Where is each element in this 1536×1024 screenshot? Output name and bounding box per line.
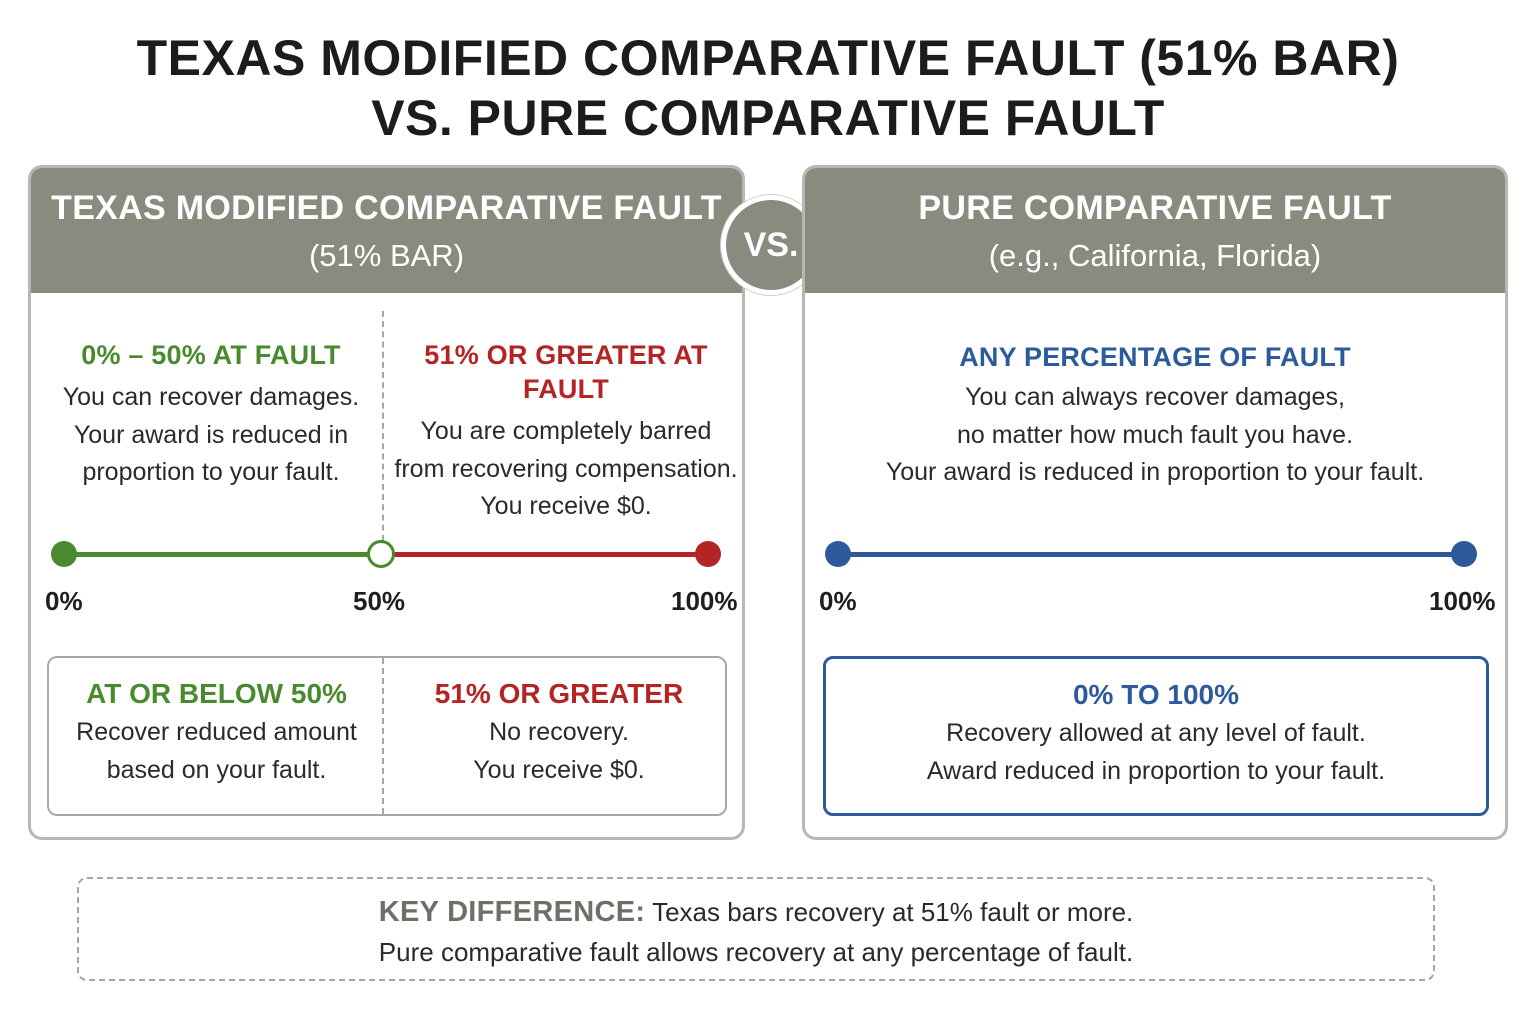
- texas-recover-column: 0% – 50% AT FAULT You can recover damage…: [41, 338, 381, 492]
- texas-summary-right: 51% OR GREATER No recovery. You receive …: [389, 676, 729, 789]
- pure-panel-title: PURE COMPARATIVE FAULT: [918, 189, 1392, 227]
- pure-any-column: ANY PERCENTAGE OF FAULT You can always r…: [825, 340, 1485, 492]
- pure-scale-start-dot: [825, 541, 851, 567]
- pure-any-heading: ANY PERCENTAGE OF FAULT: [959, 342, 1351, 372]
- pure-panel-header: PURE COMPARATIVE FAULT (e.g., California…: [805, 168, 1505, 293]
- texas-summary-left-text: Recover reduced amount based on your fau…: [76, 718, 357, 784]
- texas-panel-header: TEXAS MODIFIED COMPARATIVE FAULT (51% BA…: [31, 168, 742, 293]
- key-difference-box: KEY DIFFERENCE: Texas bars recovery at 5…: [77, 877, 1435, 981]
- texas-panel-title: TEXAS MODIFIED COMPARATIVE FAULT: [51, 189, 722, 227]
- pure-scale-start-label: 0%: [819, 586, 857, 616]
- texas-scale-end-dot: [695, 541, 721, 567]
- texas-summary-box: AT OR BELOW 50% Recover reduced amount b…: [47, 656, 727, 816]
- main-title-line-1: TEXAS MODIFIED COMPARATIVE FAULT (51% BA…: [136, 30, 1400, 86]
- texas-scale-mid-label: 50%: [353, 586, 406, 616]
- texas-barred-heading: 51% OR GREATER AT FAULT: [424, 340, 708, 404]
- texas-barred-column: 51% OR GREATER AT FAULT You are complete…: [391, 338, 741, 526]
- texas-scale-red-segment: [381, 552, 709, 557]
- texas-column-divider: [382, 311, 384, 551]
- key-difference-line-2: Pure comparative fault allows recovery a…: [378, 937, 1134, 967]
- pure-summary-content: 0% TO 100% Recovery allowed at any level…: [826, 677, 1486, 790]
- pure-any-text: You can always recover damages, no matte…: [885, 383, 1425, 486]
- pure-summary-text: Recovery allowed at any level of fault. …: [926, 719, 1386, 785]
- texas-panel: TEXAS MODIFIED COMPARATIVE FAULT (51% BA…: [28, 165, 745, 840]
- pure-panel-subtitle: (e.g., California, Florida): [988, 238, 1322, 273]
- pure-scale-line: [838, 552, 1464, 557]
- texas-recover-text: You can recover damages. Your award is r…: [62, 383, 360, 486]
- main-title-line-2: VS. PURE COMPARATIVE FAULT: [371, 90, 1165, 146]
- texas-scale-start-dot: [51, 541, 77, 567]
- texas-scale-end-label: 100%: [671, 586, 738, 616]
- texas-scale-green-segment: [65, 552, 381, 557]
- texas-scale-start-label: 0%: [45, 586, 83, 616]
- pure-summary-box: 0% TO 100% Recovery allowed at any level…: [823, 656, 1489, 816]
- pure-panel: PURE COMPARATIVE FAULT (e.g., California…: [802, 165, 1508, 840]
- pure-summary-heading: 0% TO 100%: [1072, 679, 1240, 710]
- texas-recover-heading: 0% – 50% AT FAULT: [81, 340, 341, 370]
- texas-summary-divider: [382, 658, 384, 814]
- texas-scale-threshold-dot: [367, 540, 395, 568]
- main-title: TEXAS MODIFIED COMPARATIVE FAULT (51% BA…: [0, 28, 1536, 148]
- texas-barred-text: You are completely barred from recoverin…: [394, 417, 738, 520]
- key-difference-label: KEY DIFFERENCE:: [378, 896, 646, 928]
- texas-summary-right-heading: 51% OR GREATER: [434, 678, 684, 709]
- texas-summary-left-heading: AT OR BELOW 50%: [86, 678, 347, 709]
- texas-summary-right-text: No recovery. You receive $0.: [473, 718, 645, 784]
- pure-scale-end-dot: [1451, 541, 1477, 567]
- key-difference-text-1: Texas bars recovery at 51% fault or more…: [652, 897, 1134, 927]
- texas-summary-left: AT OR BELOW 50% Recover reduced amount b…: [49, 676, 384, 789]
- pure-scale-end-label: 100%: [1429, 586, 1496, 616]
- key-difference-line-1: KEY DIFFERENCE: Texas bars recovery at 5…: [79, 893, 1433, 931]
- texas-panel-subtitle: (51% BAR): [308, 238, 465, 273]
